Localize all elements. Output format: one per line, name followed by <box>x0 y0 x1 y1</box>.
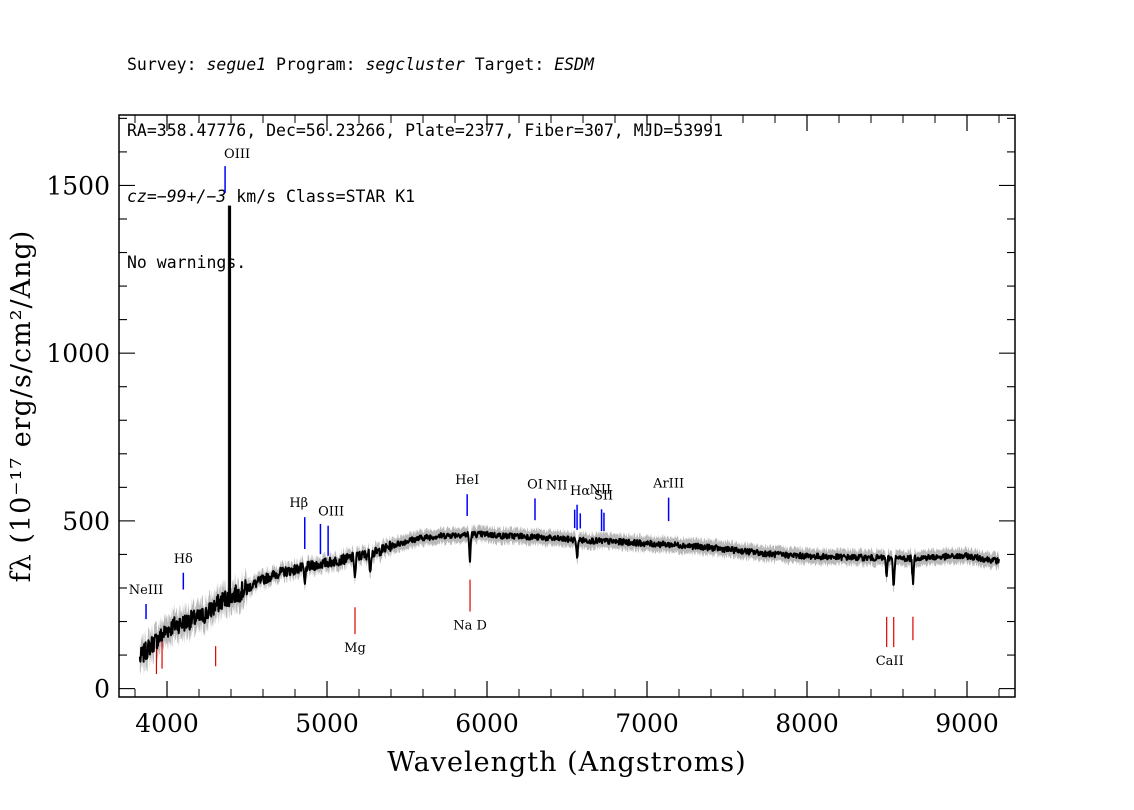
emission-line-label: ArIII <box>652 477 684 492</box>
x-tick-label: 7000 <box>615 709 679 738</box>
target-label: Target: <box>464 55 555 74</box>
x-tick-label: 4000 <box>135 709 199 738</box>
emission-line-label: NeIII <box>129 583 163 598</box>
error-band <box>139 205 1000 676</box>
emission-line-label: OIII <box>224 147 250 162</box>
header-line-3: cz=−99+/−3 km/s Class=STAR K1 <box>127 186 723 208</box>
header-line-4: No warnings. <box>127 253 247 272</box>
y-tick-label: 500 <box>62 507 110 536</box>
absorption-line-label: Na D <box>453 619 487 634</box>
x-tick-label: 8000 <box>775 709 839 738</box>
program-label: Program: <box>266 55 366 74</box>
emission-line-label: OIII <box>318 505 344 520</box>
emission-line-label: OI <box>527 477 543 492</box>
survey-value: segue1 <box>206 55 267 74</box>
absorption-line-label: CaII <box>876 654 904 669</box>
emission-line-label: Hδ <box>174 552 193 567</box>
header-line-2: RA=358.47776, Dec=56.23266, Plate=2377, … <box>127 121 724 140</box>
plot-frame <box>118 114 1016 698</box>
y-axis-title: fλ (10⁻¹⁷ erg/s/cm²/Ang) <box>6 230 37 583</box>
emission-line-label: SII <box>594 488 613 503</box>
x-axis-title: Wavelength (Angstroms) <box>387 747 746 778</box>
emission-line-label: Hα <box>570 484 590 499</box>
y-tick-label: 0 <box>94 675 110 704</box>
x-tick-label: 6000 <box>455 709 519 738</box>
tick-labels: 4000 5000 6000 7000 8000 9000 0 500 1000 1500 <box>46 171 998 738</box>
x-tick-label: 5000 <box>295 709 359 738</box>
emission-line-label: HeI <box>455 473 479 488</box>
emission-line-label: NII <box>589 482 611 497</box>
cz-label: cz <box>127 187 147 206</box>
absorption-line-label: Mg <box>344 641 366 656</box>
cz-eq: = <box>146 187 157 206</box>
y-tick-label: 1500 <box>46 171 110 200</box>
cz-rest: km/s Class=STAR K1 <box>226 187 416 206</box>
cz-value: −99+/−3 <box>156 187 227 206</box>
axis-ticks <box>119 115 1015 697</box>
spectrum-line <box>138 530 1000 663</box>
emission-line-label: NII <box>546 479 568 494</box>
header-line-1: Survey: segue1 Program: segcluster Targe… <box>127 54 723 76</box>
spectrum-series <box>138 205 1000 663</box>
emission-line-label: Hβ <box>289 496 308 511</box>
error-band-area <box>139 524 1000 676</box>
survey-label: Survey: <box>127 55 207 74</box>
spectrum-header: Survey: segue1 Program: segcluster Targe… <box>127 10 723 296</box>
y-tick-label: 1000 <box>46 339 110 368</box>
program-value: segcluster <box>365 55 465 74</box>
target-value: ESDM <box>554 55 594 74</box>
x-tick-label: 9000 <box>935 709 999 738</box>
